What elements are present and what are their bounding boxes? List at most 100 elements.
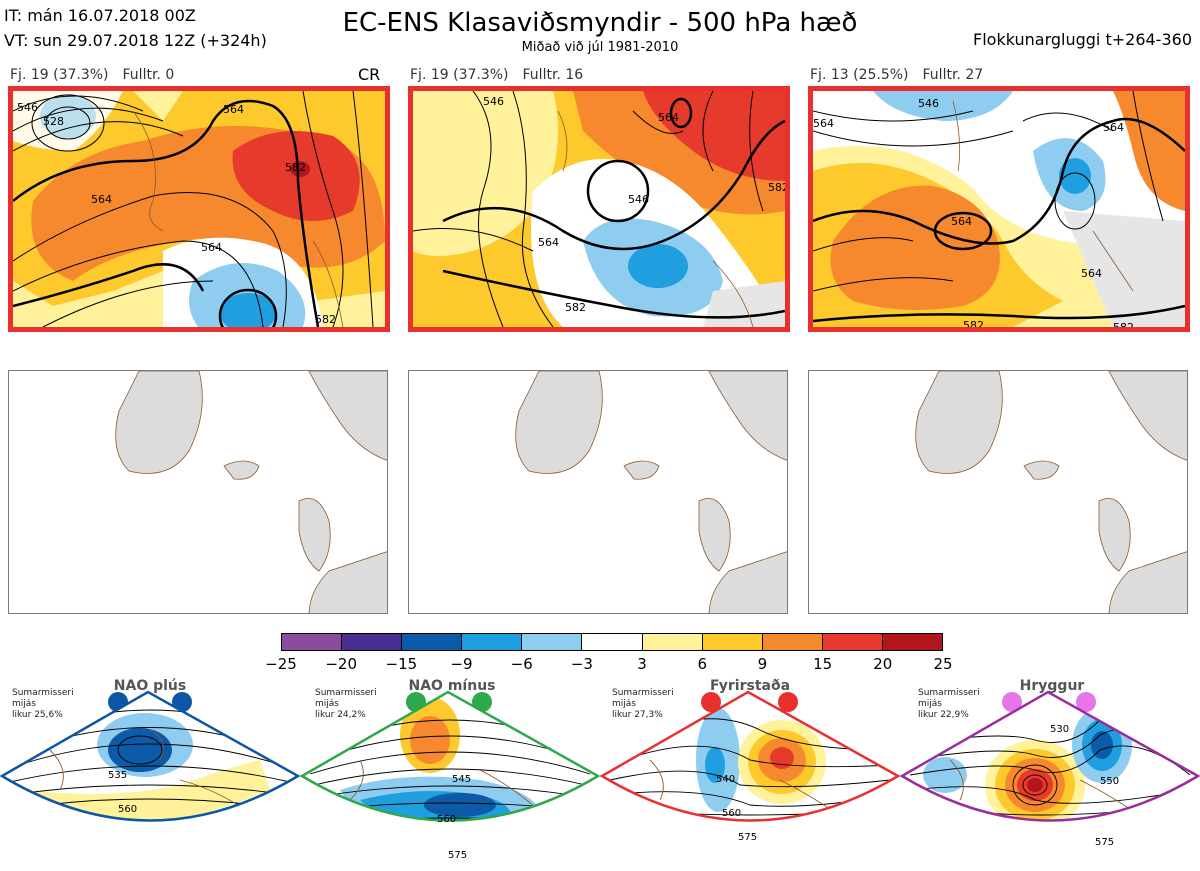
colorbar-swatch — [642, 634, 703, 650]
contour-label: 564 — [91, 193, 112, 206]
regime-3-prob: likur 27,3% — [612, 710, 663, 720]
regime-3-season: Sumarmisseri — [612, 688, 674, 698]
regime-4-info: Sumarmisseri mijás likur 22,9% — [918, 688, 980, 721]
cluster-map-2[interactable]: 546 564 546 564 582 582 — [408, 86, 790, 332]
contour-label: 582 — [285, 161, 306, 174]
contour-label: 564 — [223, 103, 244, 116]
regime-3-mean: mijás — [612, 699, 636, 709]
contour-label: 564 — [538, 236, 559, 249]
regime-4-marker-right — [1076, 692, 1096, 712]
regime-4-prob: likur 22,9% — [918, 710, 969, 720]
colorbar-tick-label: −25 — [265, 655, 297, 673]
colorbar-swatch — [882, 634, 943, 650]
regime-2-contour: 560 — [437, 814, 456, 825]
colorbar-swatch — [342, 634, 403, 650]
panel-1-cluster: Fj. 19 (37.3%) — [10, 67, 109, 83]
regime-3-contour: 560 — [722, 808, 741, 819]
regime-4-season: Sumarmisseri — [918, 688, 980, 698]
colorbar-swatch — [822, 634, 883, 650]
contour-label: 582 — [315, 313, 336, 326]
regime-1-prob: likur 25,6% — [12, 710, 63, 720]
contour-label: 582 — [565, 301, 586, 314]
colorbar-swatch — [762, 634, 823, 650]
colorbar-tick-label: −15 — [385, 655, 418, 673]
contour-label: 582 — [963, 319, 984, 327]
regime-2-prob: likur 24,2% — [315, 710, 366, 720]
contour-label: 546 — [483, 95, 504, 108]
colorbar-swatch — [282, 634, 343, 650]
panel-1-member: Fulltr. 0 — [122, 67, 175, 83]
colorbar-swatch — [462, 634, 523, 650]
panel-1-tag: CR — [358, 65, 381, 84]
contour-label: 546 — [17, 101, 38, 114]
regime-1-info: Sumarmisseri mijás likur 25,6% — [12, 688, 74, 721]
anomaly-colorbar — [281, 633, 943, 651]
colorbar-swatch — [522, 634, 583, 650]
panel-3-member: Fulltr. 27 — [922, 67, 984, 83]
empty-map-2 — [408, 370, 788, 614]
contour-label: 582 — [768, 181, 785, 194]
contour-label: 564 — [658, 111, 679, 124]
colorbar-swatch — [402, 634, 463, 650]
regime-2-season: Sumarmisseri — [315, 688, 377, 698]
contour-label: 582 — [1113, 321, 1134, 327]
colorbar-tick-label: 9 — [757, 655, 768, 673]
cluster-map-1[interactable]: 546 528 564 564 582 564 582 — [8, 86, 390, 332]
regime-3-info: Sumarmisseri mijás likur 27,3% — [612, 688, 674, 721]
regime-3-marker-right — [778, 692, 798, 712]
classification-window: Flokkunargluggi t+264-360 — [973, 30, 1192, 49]
colorbar-swatch — [702, 634, 763, 650]
colorbar-tick-label: 20 — [873, 655, 893, 673]
contour-label: 546 — [918, 97, 939, 110]
regime-4-marker-left — [1002, 692, 1022, 712]
colorbar-tick-label: −20 — [325, 655, 357, 673]
panel-1-label: Fj. 19 (37.3%) Fulltr. 0 — [10, 67, 188, 83]
regime-1-contour: 535 — [108, 770, 127, 781]
colorbar-tick-label: 25 — [933, 655, 953, 673]
panel-2-member: Fulltr. 16 — [522, 67, 584, 83]
regime-2-contour: 575 — [448, 850, 467, 861]
init-time: IT: mán 16.07.2018 00Z — [4, 6, 196, 25]
regime-3-name: Fyrirstaða — [709, 678, 791, 694]
contour-label: 564 — [951, 215, 972, 228]
regime-4-contour: 530 — [1050, 724, 1069, 735]
regime-1-mean: mijás — [12, 699, 36, 709]
regime-1-contour: 560 — [118, 804, 137, 815]
regime-2-mean: mijás — [315, 699, 339, 709]
contour-label: 528 — [43, 115, 64, 128]
cluster-map-3[interactable]: 546 564 564 564 564 582 582 — [808, 86, 1190, 332]
regime-2-info: Sumarmisseri mijás likur 24,2% — [315, 688, 377, 721]
page-subtitle: Miðað við júl 1981-2010 — [521, 40, 679, 55]
regime-3-marker-left — [701, 692, 721, 712]
contour-label: 564 — [813, 117, 834, 130]
contour-label: 564 — [1081, 267, 1102, 280]
panel-2-label: Fj. 19 (37.3%) Fulltr. 16 — [410, 67, 597, 83]
contour-label: 564 — [201, 241, 222, 254]
regime-3-contour: 575 — [738, 832, 757, 843]
empty-map-1 — [8, 370, 388, 614]
contour-label: 546 — [628, 193, 649, 206]
colorbar-tick-label: 6 — [697, 655, 708, 673]
regime-2-name: NAO mínus — [408, 678, 496, 694]
regime-1-name: NAO plús — [113, 678, 187, 694]
valid-time: VT: sun 29.07.2018 12Z (+324h) — [4, 31, 267, 50]
regime-4-mean: mijás — [918, 699, 942, 709]
colorbar-tick-label: 15 — [813, 655, 833, 673]
regime-1-season: Sumarmisseri — [12, 688, 74, 698]
page-title: EC-ENS Klasaviðsmyndir - 500 hPa hæð — [342, 8, 858, 38]
colorbar-swatch — [582, 634, 643, 650]
colorbar-tick-label: 3 — [637, 655, 647, 673]
regime-4-contour: 575 — [1095, 837, 1114, 848]
regime-3-contour: 540 — [716, 774, 735, 785]
regime-4-name: Hryggur — [1019, 678, 1085, 694]
regime-4-contour: 550 — [1100, 776, 1119, 787]
colorbar-tick-label: −3 — [570, 655, 593, 673]
panel-2-cluster: Fj. 19 (37.3%) — [410, 67, 509, 83]
empty-map-3 — [808, 370, 1188, 614]
colorbar-tick-label: −9 — [450, 655, 473, 673]
panel-3-label: Fj. 13 (25.5%) Fulltr. 27 — [810, 67, 997, 83]
regime-2-contour: 545 — [452, 774, 471, 785]
panel-3-cluster: Fj. 13 (25.5%) — [810, 67, 909, 83]
regime-fan-maps: 535 560 545 560 575 — [0, 690, 1200, 861]
contour-label: 564 — [1103, 121, 1124, 134]
